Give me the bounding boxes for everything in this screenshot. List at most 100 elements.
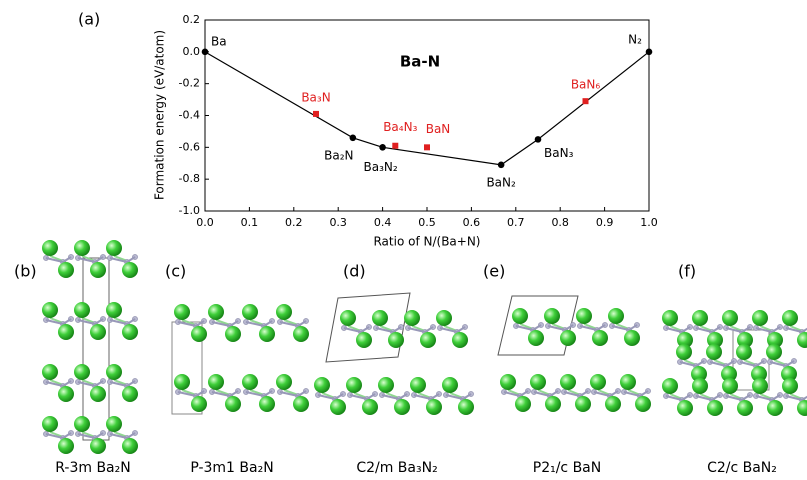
ba-atom: [515, 396, 531, 412]
page: (a) Ba-N Ratio of N/(Ba+N) Formation ene…: [0, 0, 807, 480]
ba-atom: [242, 374, 258, 390]
ba-atom: [436, 310, 452, 326]
y-tick-label: -0.8: [179, 172, 200, 185]
ba-atom: [58, 324, 74, 340]
point-label: Ba₄N₃: [383, 120, 417, 134]
point-label: BaN₆: [571, 78, 601, 92]
ba-atom: [500, 374, 516, 390]
ba-atom: [314, 377, 330, 393]
point-label: N₂: [628, 32, 642, 46]
ba-atom: [208, 304, 224, 320]
ba-atom: [90, 438, 106, 454]
ba-atom: [692, 378, 708, 394]
ba-atom: [356, 332, 372, 348]
ba-atom: [722, 310, 738, 326]
ba-atom: [74, 364, 90, 380]
x-tick-label: 0.2: [285, 216, 303, 229]
x-tick-label: 0.1: [241, 216, 259, 229]
ba-atom: [293, 396, 309, 412]
panel-label: (e): [483, 262, 505, 281]
structure-caption: P2₁/c BaN: [533, 460, 601, 476]
plot-frame: [205, 20, 649, 211]
ba-atom: [635, 396, 651, 412]
point-label: Ba: [211, 34, 227, 48]
stable-point: [350, 134, 357, 141]
ba-atom: [346, 377, 362, 393]
ba-atom: [58, 262, 74, 278]
ba-atom: [782, 310, 798, 326]
ba-atom: [452, 332, 468, 348]
ba-atom: [782, 378, 798, 394]
x-tick-label: 0.6: [463, 216, 481, 229]
ba-atom: [737, 400, 753, 416]
ba-atom: [74, 302, 90, 318]
ba-atom: [58, 438, 74, 454]
ba-atom: [442, 377, 458, 393]
ba-atom: [544, 308, 560, 324]
ba-atom: [620, 374, 636, 390]
ba-atom: [388, 332, 404, 348]
ba-atom: [42, 240, 58, 256]
panel-label: (a): [78, 10, 100, 29]
ba-atom: [242, 304, 258, 320]
stable-point: [379, 144, 386, 151]
ba-atom: [372, 310, 388, 326]
ba-atom: [722, 378, 738, 394]
stable-point: [498, 162, 505, 169]
chart-title: Ba-N: [400, 53, 440, 71]
x-tick-label: 0.0: [196, 216, 214, 229]
ba-atom: [560, 374, 576, 390]
ba-atom: [530, 374, 546, 390]
ba-atom: [293, 326, 309, 342]
point-label: BaN: [426, 122, 451, 136]
point-label: BaN₂: [486, 175, 516, 189]
ba-atom: [122, 324, 138, 340]
ba-atom: [42, 416, 58, 432]
ba-atom: [797, 332, 807, 348]
unstable-point: [392, 143, 398, 149]
ba-atom: [692, 310, 708, 326]
ba-atom: [736, 344, 752, 360]
ba-atom: [706, 344, 722, 360]
unstable-point: [583, 98, 589, 104]
ba-atom: [394, 399, 410, 415]
ba-atom: [58, 386, 74, 402]
ba-atom: [174, 304, 190, 320]
ba-atom: [90, 262, 106, 278]
ba-atom: [576, 308, 592, 324]
figure: (a) Ba-N Ratio of N/(Ba+N) Formation ene…: [0, 0, 807, 480]
ba-atom: [122, 386, 138, 402]
ba-atom: [191, 326, 207, 342]
y-tick-label: -0.4: [179, 109, 200, 122]
ba-atom: [590, 374, 606, 390]
ba-atom: [191, 396, 207, 412]
ba-atom: [677, 400, 693, 416]
x-tick-label: 0.7: [507, 216, 525, 229]
ba-atom: [122, 438, 138, 454]
ba-atom: [420, 332, 436, 348]
x-tick-label: 0.9: [596, 216, 614, 229]
ba-atom: [528, 330, 544, 346]
panel-label: (b): [14, 262, 37, 281]
ba-atom: [707, 400, 723, 416]
structure-caption: R-3m Ba₂N: [55, 460, 130, 476]
x-tick-label: 0.4: [374, 216, 392, 229]
stable-point: [535, 136, 542, 143]
ba-atom: [458, 399, 474, 415]
cell: [83, 258, 109, 440]
panel-label: (f): [678, 262, 696, 281]
ba-atom: [90, 324, 106, 340]
ba-atom: [330, 399, 346, 415]
y-tick-label: -0.6: [179, 140, 200, 153]
ba-atom: [42, 302, 58, 318]
ba-atom: [624, 330, 640, 346]
x-axis-label: Ratio of N/(Ba+N): [373, 235, 480, 249]
ba-atom: [766, 344, 782, 360]
ba-atom: [512, 308, 528, 324]
ba-atom: [106, 416, 122, 432]
y-tick-label: -1.0: [179, 204, 200, 217]
structure-caption: C2/c BaN₂: [707, 460, 777, 476]
point-label: Ba₂N: [324, 148, 353, 162]
unstable-point: [424, 144, 430, 150]
unstable-point: [313, 111, 319, 117]
